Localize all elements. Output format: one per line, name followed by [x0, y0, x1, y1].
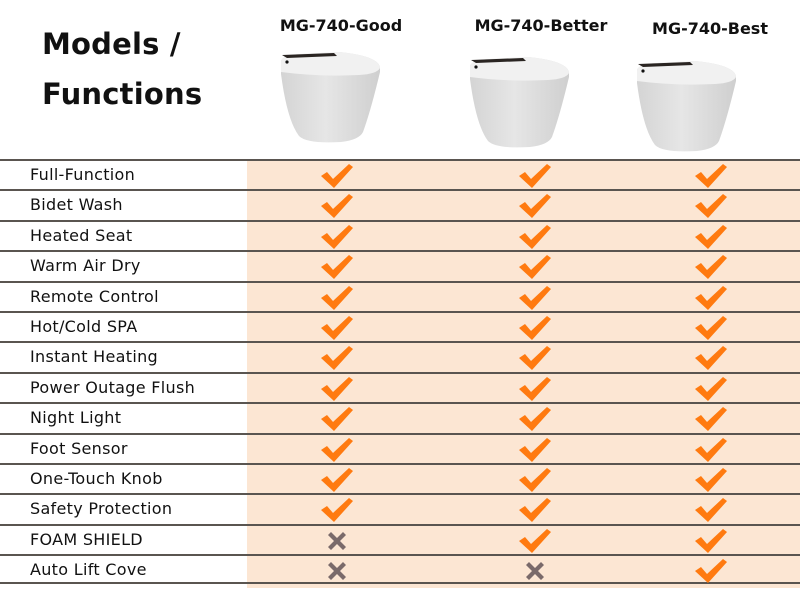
- feature-row: Night Light: [0, 402, 800, 432]
- feature-label: Power Outage Flush: [30, 377, 196, 397]
- feature-label: FOAM SHIELD: [30, 529, 143, 549]
- toilet-image-best: [637, 61, 736, 152]
- check-icon: [691, 497, 731, 523]
- check-icon: [317, 163, 357, 189]
- check-icon: [515, 254, 555, 280]
- check-icon: [515, 497, 555, 523]
- check-icon: [515, 315, 555, 341]
- check-icon: [317, 193, 357, 219]
- cross-icon: [317, 528, 357, 554]
- check-icon: [317, 345, 357, 371]
- model-name: MG-740-Good: [279, 16, 403, 35]
- feature-row: Safety Protection: [0, 493, 800, 523]
- feature-label: Night Light: [30, 408, 122, 428]
- model-name: MG-740-Better: [474, 16, 608, 35]
- check-icon: [317, 254, 357, 280]
- feature-row: Full-Function: [0, 159, 800, 189]
- feature-label: Hot/Cold SPA: [30, 316, 138, 336]
- feature-label: Foot Sensor: [30, 438, 128, 458]
- check-icon: [317, 315, 357, 341]
- feature-label: Full-Function: [30, 165, 136, 184]
- feature-label: Instant Heating: [30, 347, 158, 367]
- check-icon: [515, 285, 555, 311]
- check-icon: [317, 437, 357, 463]
- feature-row: One-Touch Knob: [0, 462, 800, 493]
- check-icon: [317, 224, 357, 250]
- feature-label: Safety Protection: [30, 499, 173, 519]
- check-icon: [691, 467, 731, 493]
- title-line-models: Models /: [42, 27, 181, 61]
- check-icon: [515, 467, 555, 493]
- check-icon: [691, 285, 731, 311]
- check-icon: [515, 528, 555, 554]
- feature-label: Warm Air Dry: [30, 256, 141, 276]
- check-icon: [317, 285, 357, 311]
- check-icon: [691, 437, 731, 463]
- check-icon: [515, 224, 555, 250]
- check-icon: [691, 163, 731, 189]
- toilet-image-good: [281, 52, 380, 143]
- feature-label: Bidet Wash: [30, 195, 123, 215]
- feature-row: Auto Lift Cove: [0, 554, 800, 585]
- check-icon: [317, 376, 357, 402]
- check-icon: [317, 467, 357, 493]
- check-icon: [515, 437, 555, 463]
- cross-icon: [515, 558, 555, 584]
- check-icon: [691, 376, 731, 402]
- feature-row: Instant Heating: [0, 341, 800, 371]
- check-icon: [515, 406, 555, 432]
- check-icon: [691, 224, 731, 250]
- feature-comparison-table: Full-Function Bidet Wash Heated Seat Warm A…: [0, 159, 800, 585]
- check-icon: [691, 558, 731, 584]
- check-icon: [691, 193, 731, 219]
- feature-label: Remote Control: [30, 286, 159, 306]
- feature-row: Heated Seat: [0, 219, 800, 250]
- check-icon: [317, 406, 357, 432]
- model-name: MG-740-Best: [652, 19, 768, 38]
- model-header-best: MG-740-Best: [610, 19, 800, 38]
- check-icon: [691, 315, 731, 341]
- check-icon: [691, 345, 731, 371]
- title-line-functions: Functions: [42, 77, 203, 111]
- feature-row: Warm Air Dry: [0, 250, 800, 280]
- model-header-better: MG-740-Better: [441, 16, 641, 35]
- feature-row: Foot Sensor: [0, 432, 800, 463]
- check-icon: [317, 497, 357, 523]
- feature-row: Hot/Cold SPA: [0, 310, 800, 341]
- toilet-image-better: [470, 57, 569, 148]
- feature-row: Power Outage Flush: [0, 371, 800, 402]
- cross-icon: [317, 558, 357, 584]
- check-icon: [515, 345, 555, 371]
- feature-label: One-Touch Knob: [30, 468, 163, 488]
- check-icon: [515, 163, 555, 189]
- feature-label: Heated Seat: [30, 225, 133, 245]
- check-icon: [691, 406, 731, 432]
- check-icon: [515, 193, 555, 219]
- check-icon: [515, 376, 555, 402]
- feature-label: Auto Lift Cove: [30, 560, 147, 580]
- check-icon: [691, 254, 731, 280]
- check-icon: [691, 528, 731, 554]
- feature-row: Bidet Wash: [0, 189, 800, 219]
- model-header-good: MG-740-Good: [241, 16, 441, 35]
- feature-row: FOAM SHIELD: [0, 523, 800, 554]
- feature-row: Remote Control: [0, 280, 800, 311]
